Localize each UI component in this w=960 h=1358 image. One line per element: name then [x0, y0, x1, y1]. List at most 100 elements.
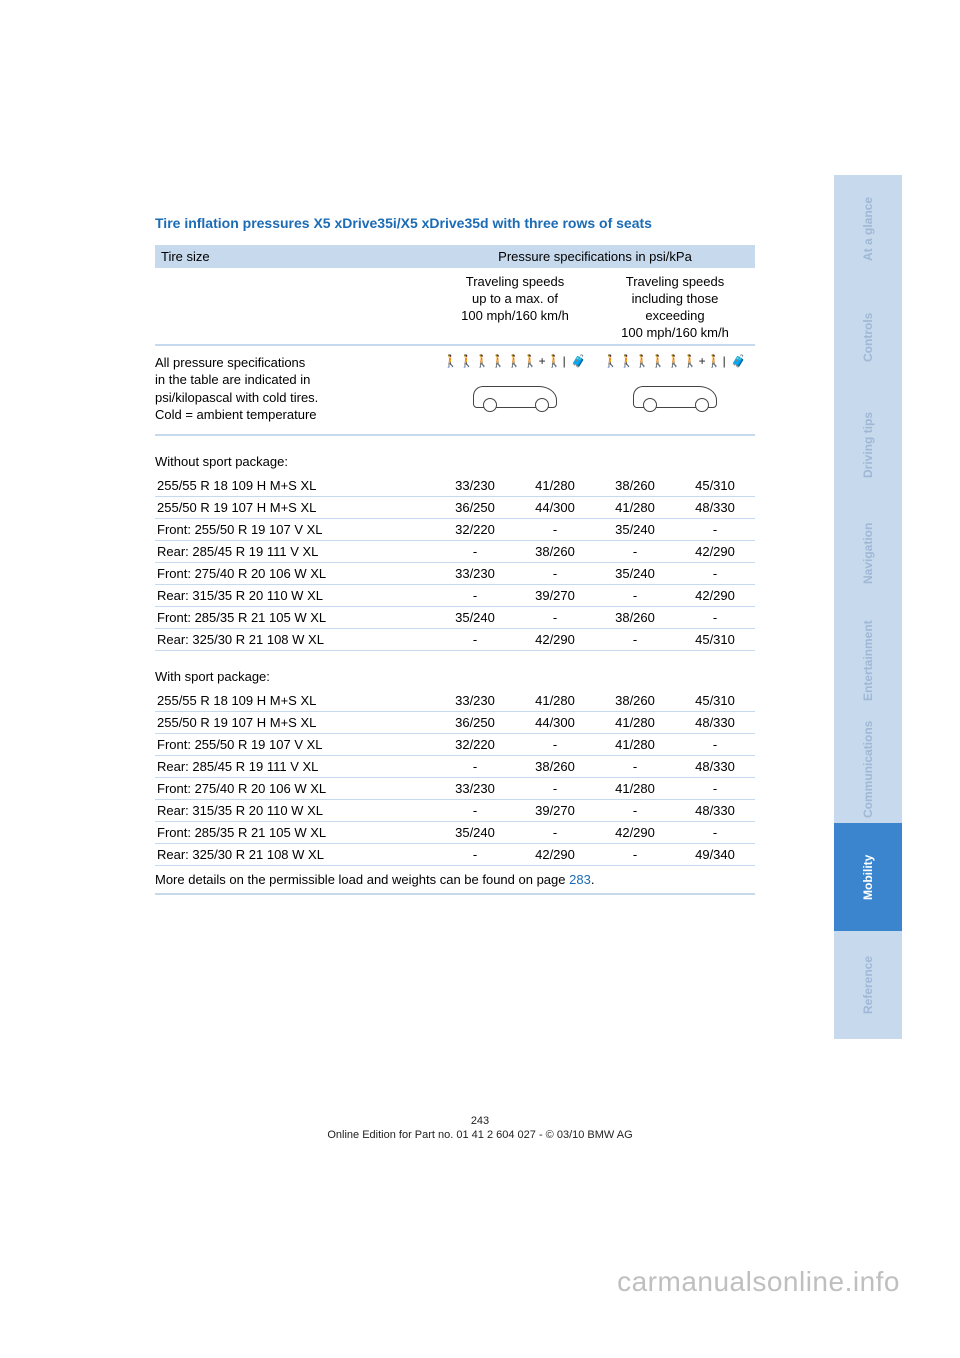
page-content: Tire inflation pressures X5 xDrive35i/X5…	[155, 215, 755, 895]
pressure-cell: 42/290	[515, 843, 595, 865]
pressure-cell: 45/310	[675, 690, 755, 712]
pressure-cell: 48/330	[675, 755, 755, 777]
pressure-cell: 35/240	[435, 606, 515, 628]
pressure-cell: -	[515, 733, 595, 755]
pressure-cell: -	[435, 584, 515, 606]
pressure-cell: -	[595, 799, 675, 821]
table-header-row: Tire size Pressure specifications in psi…	[155, 245, 755, 268]
table-row: 255/50 R 19 107 H M+S XL36/25044/30041/2…	[155, 711, 755, 733]
pressure-cell: -	[675, 518, 755, 540]
tire-size-cell: Front: 255/50 R 19 107 V XL	[155, 518, 435, 540]
tire-size-cell: 255/55 R 18 109 H M+S XL	[155, 690, 435, 712]
tire-size-cell: 255/50 R 19 107 H M+S XL	[155, 711, 435, 733]
pressure-cell: 36/250	[435, 496, 515, 518]
pressure-cell: 41/280	[595, 711, 675, 733]
pressure-cell: -	[595, 584, 675, 606]
pressure-cell: 42/290	[675, 584, 755, 606]
table-row: Rear: 325/30 R 21 108 W XL-42/290-45/310	[155, 628, 755, 650]
pressure-cell: 38/260	[515, 540, 595, 562]
pressure-cell: 41/280	[595, 496, 675, 518]
section-label: With sport package:	[155, 651, 755, 690]
pressure-cell: -	[675, 606, 755, 628]
pressure-cell: 41/280	[595, 733, 675, 755]
pressure-sections: Without sport package:255/55 R 18 109 H …	[155, 436, 755, 866]
subheader-speed-low: Traveling speeds up to a max. of 100 mph…	[435, 274, 595, 342]
pressure-cell: 48/330	[675, 799, 755, 821]
pressure-cell: 32/220	[435, 733, 515, 755]
side-tab[interactable]: Communications	[834, 715, 902, 823]
pressure-cell: 44/300	[515, 496, 595, 518]
section-label: Without sport package:	[155, 436, 755, 475]
side-tab[interactable]: Driving tips	[834, 391, 902, 499]
load-diagram-full: 🚶🚶🚶🚶🚶🚶+🚶| 🧳	[595, 354, 755, 412]
pressure-cell: 36/250	[435, 711, 515, 733]
pressure-cell: -	[515, 562, 595, 584]
pressure-cell: 38/260	[595, 475, 675, 497]
footnote: More details on the permissible load and…	[155, 866, 755, 895]
footnote-page-link[interactable]: 283	[569, 872, 591, 887]
pressure-cell: -	[595, 540, 675, 562]
side-tab[interactable]: Controls	[834, 283, 902, 391]
tire-size-cell: Rear: 315/35 R 20 110 W XL	[155, 799, 435, 821]
side-tab[interactable]: Entertainment	[834, 607, 902, 715]
pressure-cell: 33/230	[435, 562, 515, 584]
pressure-cell: 41/280	[515, 475, 595, 497]
table-row: 255/55 R 18 109 H M+S XL33/23041/28038/2…	[155, 475, 755, 497]
pressure-cell: -	[595, 755, 675, 777]
page-number: 243	[0, 1115, 960, 1127]
header-pressure-spec: Pressure specifications in psi/kPa	[441, 249, 749, 264]
pressure-cell: 42/290	[675, 540, 755, 562]
pressure-cell: -	[595, 628, 675, 650]
table-row: Front: 255/50 R 19 107 V XL32/220 -35/240…	[155, 518, 755, 540]
pressure-cell: 45/310	[675, 475, 755, 497]
pressure-cell: -	[675, 562, 755, 584]
pressure-cell: 38/260	[595, 690, 675, 712]
footnote-text: More details on the permissible load and…	[155, 872, 569, 887]
tire-size-cell: 255/55 R 18 109 H M+S XL	[155, 475, 435, 497]
pressure-cell: -	[595, 843, 675, 865]
pressure-cell: 32/220	[435, 518, 515, 540]
tire-size-cell: Front: 285/35 R 21 105 W XL	[155, 606, 435, 628]
pressure-cell: 42/290	[595, 821, 675, 843]
pressure-cell: 41/280	[595, 777, 675, 799]
pressure-cell: 42/290	[515, 628, 595, 650]
pressure-cell: -	[435, 843, 515, 865]
pressure-cell: 38/260	[515, 755, 595, 777]
side-tab[interactable]: Mobility	[834, 823, 902, 931]
page-footer: 243 Online Edition for Part no. 01 41 2 …	[0, 1115, 960, 1141]
side-tab[interactable]: Navigation	[834, 499, 902, 607]
car-icon	[625, 372, 725, 412]
table-row: Front: 275/40 R 20 106 W XL33/230-35/240…	[155, 562, 755, 584]
pressure-cell: 35/240	[435, 821, 515, 843]
table-row: Rear: 285/45 R 19 111 V XL-38/260-48/330	[155, 755, 755, 777]
tire-size-cell: Rear: 325/30 R 21 108 W XL	[155, 628, 435, 650]
tire-size-cell: Front: 275/40 R 20 106 W XL	[155, 777, 435, 799]
tire-size-cell: Rear: 285/45 R 19 111 V XL	[155, 540, 435, 562]
car-icon	[465, 372, 565, 412]
pressure-cell: -	[435, 540, 515, 562]
table-row: Front: 285/35 R 21 105 W XL35/240-38/260…	[155, 606, 755, 628]
pressure-cell: -	[435, 799, 515, 821]
pressure-cell: 33/230	[435, 777, 515, 799]
side-tabs: At a glanceControlsDriving tipsNavigatio…	[834, 175, 902, 1039]
side-tab[interactable]: At a glance	[834, 175, 902, 283]
pressure-cell: 35/240	[595, 518, 675, 540]
pressure-table: 255/55 R 18 109 H M+S XL33/23041/28038/2…	[155, 475, 755, 651]
tire-size-cell: Front: 255/50 R 19 107 V XL	[155, 733, 435, 755]
table-row: Front: 255/50 R 19 107 V XL32/220-41/280…	[155, 733, 755, 755]
table-row: Rear: 315/35 R 20 110 W XL-39/270-48/330	[155, 799, 755, 821]
pressure-cell: -	[675, 777, 755, 799]
tire-size-cell: Front: 285/35 R 21 105 W XL	[155, 821, 435, 843]
table-row: 255/55 R 18 109 H M+S XL33/23041/28038/2…	[155, 690, 755, 712]
tire-size-cell: Front: 275/40 R 20 106 W XL	[155, 562, 435, 584]
pressure-cell: 33/230	[435, 690, 515, 712]
table-subheader-row: Traveling speeds up to a max. of 100 mph…	[155, 268, 755, 346]
side-tab[interactable]: Reference	[834, 931, 902, 1039]
pressure-cell: -	[435, 755, 515, 777]
pressure-cell: -	[515, 777, 595, 799]
subheader-speed-high: Traveling speeds including those exceedi…	[595, 274, 755, 342]
subheader-spacer	[155, 274, 435, 342]
pressure-cell: 41/280	[515, 690, 595, 712]
pressure-cell: 48/330	[675, 496, 755, 518]
pressure-cell: 39/270	[515, 584, 595, 606]
